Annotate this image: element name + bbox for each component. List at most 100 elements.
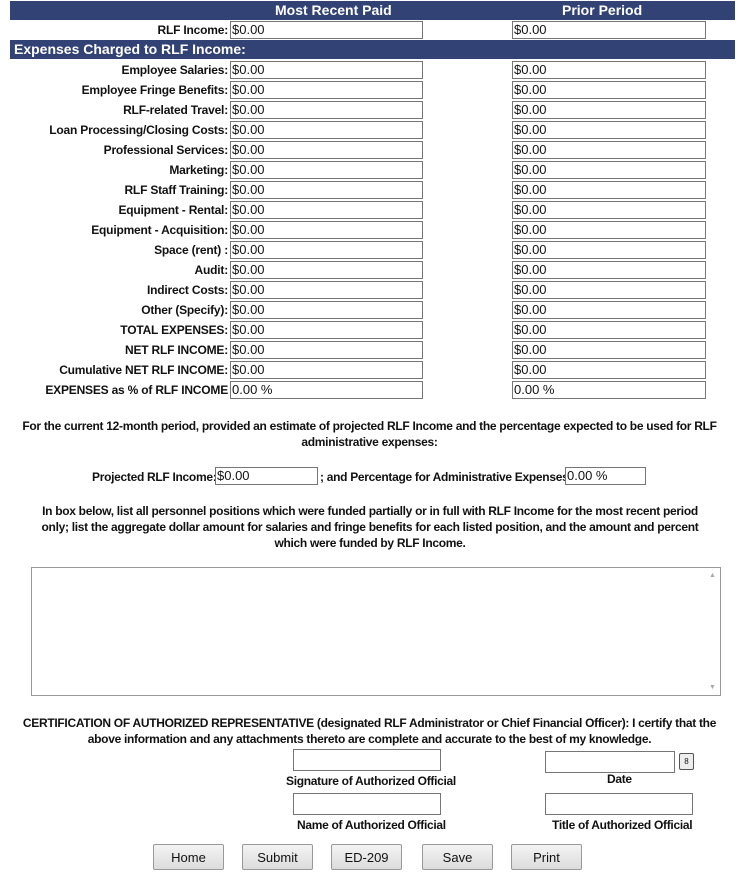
rlf-income-recent-input[interactable] (230, 21, 423, 39)
expense-prior-input[interactable] (512, 61, 706, 79)
expense-label: Employee Fringe Benefits: (81, 83, 229, 97)
signature-label: Signature of Authorized Official (286, 774, 456, 788)
expense-prior-input[interactable] (512, 141, 706, 159)
expense-prior-input[interactable] (512, 101, 706, 119)
expense-recent-input[interactable] (230, 181, 423, 199)
name-label: Name of Authorized Official (297, 818, 446, 832)
title-input[interactable] (545, 793, 693, 815)
expense-row: Other (Specify): (0, 300, 739, 320)
expense-label: RLF Staff Training: (124, 183, 228, 197)
certification-text: CERTIFICATION OF AUTHORIZED REPRESENTATI… (22, 716, 717, 746)
expense-prior-input[interactable] (512, 181, 706, 199)
rlf-income-label: RLF Income: (157, 23, 229, 37)
expense-recent-input[interactable] (230, 81, 423, 99)
date-label: Date (607, 772, 632, 786)
scroll-up-icon[interactable]: ▲ (709, 572, 716, 579)
expense-recent-input[interactable] (230, 381, 423, 399)
expenses-header-bar: Expenses Charged to RLF Income: (10, 40, 735, 59)
expense-row: Professional Services: (0, 140, 739, 160)
expense-recent-input[interactable] (230, 281, 423, 299)
expense-label: Indirect Costs: (146, 283, 228, 297)
expense-recent-input[interactable] (230, 221, 423, 239)
expense-prior-input[interactable] (512, 201, 706, 219)
expense-label: Other (Specify): (141, 303, 228, 317)
expense-recent-input[interactable] (230, 361, 423, 379)
expense-prior-input[interactable] (512, 381, 706, 399)
signature-input[interactable] (293, 749, 441, 771)
expense-row: Employee Salaries: (0, 60, 739, 80)
expense-row: Loan Processing/Closing Costs: (0, 120, 739, 140)
expense-row: Indirect Costs: (0, 280, 739, 300)
projection-intro: For the current 12-month period, provide… (22, 419, 717, 449)
expense-row: Cumulative NET RLF INCOME: (0, 360, 739, 380)
expense-prior-input[interactable] (512, 361, 706, 379)
rlf-income-row: RLF Income: (0, 20, 739, 40)
expense-label: EXPENSES as % of RLF INCOME (45, 383, 228, 397)
column-header-prior: Prior Period (562, 2, 643, 18)
expense-label: Cumulative NET RLF INCOME: (59, 363, 228, 377)
personnel-instructions: In box below, list all personnel positio… (41, 504, 699, 550)
date-input[interactable] (545, 751, 675, 773)
expense-recent-input[interactable] (230, 161, 423, 179)
expense-row: Employee Fringe Benefits: (0, 80, 739, 100)
expense-prior-input[interactable] (512, 81, 706, 99)
column-header-most-recent: Most Recent Paid (275, 2, 392, 18)
expense-label: Equipment - Acquisition: (91, 223, 228, 237)
expenses-header: Expenses Charged to RLF Income: (14, 41, 246, 57)
expense-row: Audit: (0, 260, 739, 280)
expense-recent-input[interactable] (230, 321, 423, 339)
print-button[interactable]: Print (511, 844, 582, 870)
calendar-icon[interactable]: 8 (679, 753, 694, 770)
projected-income-input[interactable] (215, 467, 318, 485)
expense-recent-input[interactable] (230, 61, 423, 79)
name-input[interactable] (293, 793, 441, 815)
expense-label: Employee Salaries: (121, 63, 229, 77)
expense-row: RLF-related Travel: (0, 100, 739, 120)
expense-label: Marketing: (169, 163, 228, 177)
expense-label: TOTAL EXPENSES: (120, 323, 228, 337)
expense-prior-input[interactable] (512, 161, 706, 179)
expense-row: Equipment - Acquisition: (0, 220, 739, 240)
expense-recent-input[interactable] (230, 341, 423, 359)
expense-row: Equipment - Rental: (0, 200, 739, 220)
scroll-down-icon[interactable]: ▼ (709, 684, 716, 691)
home-button[interactable]: Home (153, 844, 224, 870)
expense-row: Marketing: (0, 160, 739, 180)
column-header-bar: Most Recent Paid Prior Period (10, 1, 735, 20)
expense-label: Audit: (194, 263, 229, 277)
title-label: Title of Authorized Official (552, 818, 693, 832)
textarea-scrollbar[interactable]: ▲ ▼ (706, 568, 720, 695)
expense-recent-input[interactable] (230, 121, 423, 139)
personnel-textarea[interactable] (31, 567, 721, 696)
admin-pct-label: ; and Percentage for Administrative Expe… (320, 470, 573, 484)
expense-label: Equipment - Rental: (118, 203, 228, 217)
expense-label: Loan Processing/Closing Costs: (49, 123, 228, 137)
expense-label: NET RLF INCOME: (125, 343, 228, 357)
expense-row: RLF Staff Training: (0, 180, 739, 200)
expense-prior-input[interactable] (512, 241, 706, 259)
expense-label: Space (rent) : (154, 243, 228, 257)
expense-recent-input[interactable] (230, 201, 423, 219)
expense-row: NET RLF INCOME: (0, 340, 739, 360)
expense-prior-input[interactable] (512, 121, 706, 139)
expense-recent-input[interactable] (230, 101, 423, 119)
rlf-income-prior-input[interactable] (512, 21, 706, 39)
expense-recent-input[interactable] (230, 301, 423, 319)
expense-prior-input[interactable] (512, 301, 706, 319)
expense-row: TOTAL EXPENSES: (0, 320, 739, 340)
save-button[interactable]: Save (422, 844, 493, 870)
expense-prior-input[interactable] (512, 321, 706, 339)
submit-button[interactable]: Submit (242, 844, 313, 870)
expense-prior-input[interactable] (512, 281, 706, 299)
expense-prior-input[interactable] (512, 341, 706, 359)
expense-row: Space (rent) : (0, 240, 739, 260)
expense-recent-input[interactable] (230, 261, 423, 279)
expense-prior-input[interactable] (512, 221, 706, 239)
expense-prior-input[interactable] (512, 261, 706, 279)
ed209-button[interactable]: ED-209 (331, 844, 402, 870)
admin-pct-input[interactable] (565, 467, 646, 485)
projected-income-label: Projected RLF Income: (92, 470, 217, 484)
expense-recent-input[interactable] (230, 241, 423, 259)
expense-label: Professional Services: (103, 143, 229, 157)
expense-recent-input[interactable] (230, 141, 423, 159)
